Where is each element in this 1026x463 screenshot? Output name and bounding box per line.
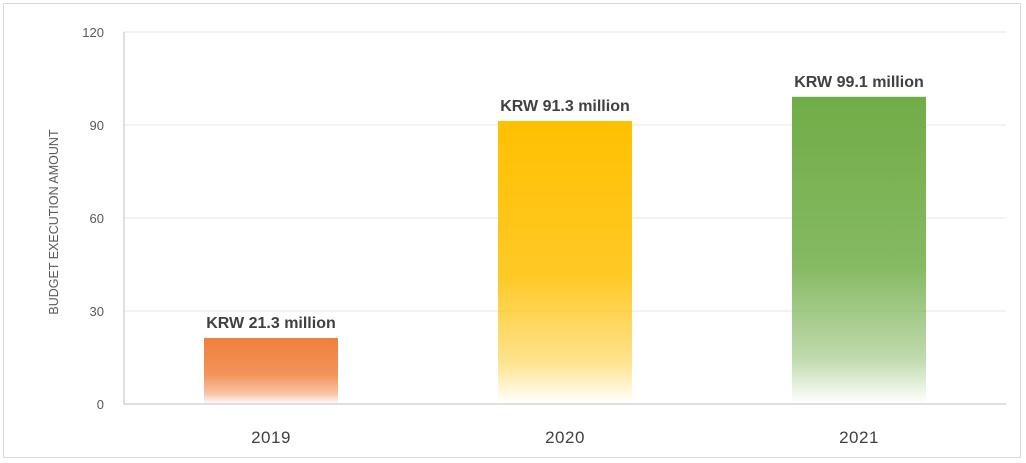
y-tick-label: 120 — [82, 25, 104, 40]
y-tick-label: 60 — [90, 211, 104, 226]
x-tick-label-2021: 2021 — [839, 428, 879, 447]
x-tick-labels: 2019 2020 2021 — [251, 428, 879, 447]
x-tick-label-2020: 2020 — [545, 428, 585, 447]
y-tick-label: 30 — [90, 304, 104, 319]
bar-2020 — [498, 120, 632, 404]
data-label-2019: KRW 21.3 million — [206, 315, 336, 332]
bar-2021 — [792, 96, 926, 404]
data-label-2021: KRW 99.1 million — [794, 74, 924, 91]
data-label-2020: KRW 91.3 million — [500, 98, 630, 115]
y-tick-label: 90 — [90, 118, 104, 133]
y-tick-label: 0 — [97, 397, 104, 412]
y-tick-labels: 0 30 60 90 120 — [82, 25, 104, 412]
bar-2019 — [204, 337, 338, 404]
y-axis-title: BUDGET EXECUTION AMOUNT — [47, 129, 61, 315]
data-labels: KRW 21.3 million KRW 91.3 million KRW 99.1… — [206, 74, 924, 332]
x-tick-label-2019: 2019 — [251, 428, 291, 447]
bars — [204, 96, 926, 404]
